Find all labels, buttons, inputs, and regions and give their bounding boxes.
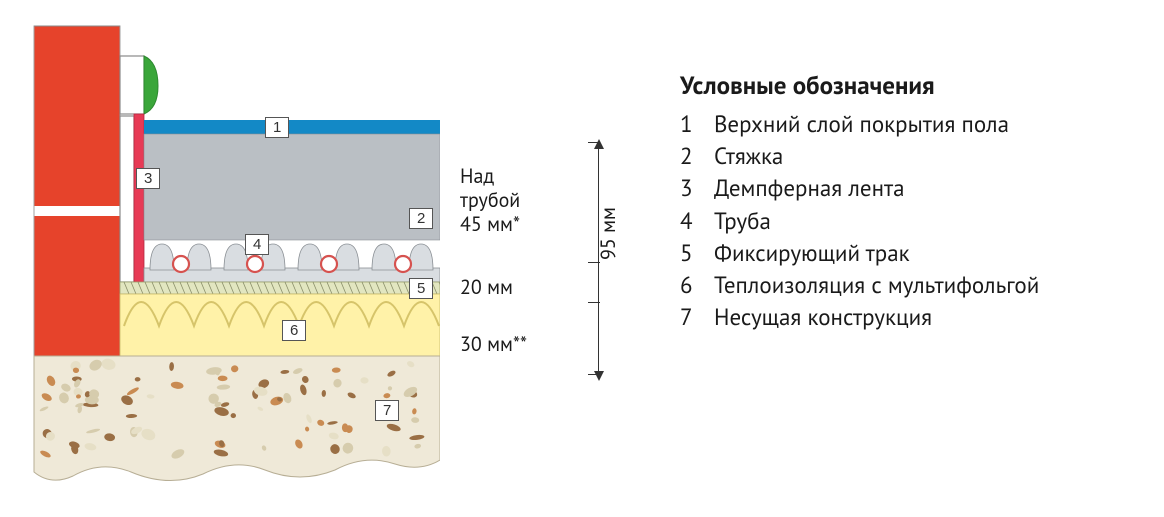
legend-item-number: 5 xyxy=(680,238,714,270)
legend-item-number: 1 xyxy=(680,109,714,141)
legend-item: 7Несущая конструкция xyxy=(680,302,1039,334)
legend-title: Условные обозначения xyxy=(680,68,1039,103)
callout-label: 7 xyxy=(375,400,399,421)
layer-floor-finish xyxy=(144,120,440,134)
damper-tape xyxy=(134,114,144,284)
legend-item: 2Стяжка xyxy=(680,141,1039,173)
legend-item-number: 4 xyxy=(680,206,714,238)
legend-item-number: 6 xyxy=(680,270,714,302)
dim-tick xyxy=(588,142,600,143)
legend-item: 1Верхний слой покрытия пола xyxy=(680,109,1039,141)
dim-tick xyxy=(588,262,600,263)
legend-item-label: Несущая конструкция xyxy=(714,302,932,334)
callout-label: 4 xyxy=(245,234,269,255)
legend-item-number: 7 xyxy=(680,302,714,334)
legend-item: 3Демпферная лента xyxy=(680,173,1039,205)
arrow-down-icon xyxy=(594,371,604,381)
dim-segment-text: 20 мм xyxy=(460,275,580,299)
layer-screed xyxy=(144,134,440,240)
dim-total-label: 95 мм xyxy=(596,207,620,260)
dim-segment-text: 30 мм** xyxy=(460,332,580,356)
dim-tick xyxy=(588,302,600,303)
legend-item-label: Верхний слой покрытия пола xyxy=(714,109,1009,141)
caulk xyxy=(144,56,158,114)
legend-item-number: 2 xyxy=(680,141,714,173)
dim-segment: 30 мм** xyxy=(460,314,580,374)
callout-label: 3 xyxy=(136,168,160,189)
dim-segment: Надтрубой45 мм* xyxy=(460,140,580,260)
dim-segment-text: 45 мм* xyxy=(460,212,580,236)
legend: Условные обозначения 1Верхний слой покры… xyxy=(680,68,1039,334)
dim-segment-text: трубой xyxy=(460,188,580,212)
dim-segment-text: Над xyxy=(460,164,580,188)
callout-label: 2 xyxy=(409,208,433,229)
legend-item-label: Фиксирующий трак xyxy=(714,238,910,270)
legend-item-label: Стяжка xyxy=(714,141,783,173)
callout-label: 5 xyxy=(409,278,433,299)
arrow-up-icon xyxy=(594,139,604,149)
dim-segment: 20 мм xyxy=(460,268,580,306)
wall xyxy=(34,26,120,364)
legend-item-label: Теплоизоляция с мультифольгой xyxy=(714,270,1039,302)
legend-item-number: 3 xyxy=(680,173,714,205)
dim-vertical-line xyxy=(598,144,599,376)
page: 1324567 95 мм Надтрубой45 мм*20 мм30 мм*… xyxy=(0,0,1164,517)
callout-label: 1 xyxy=(265,117,289,138)
legend-item-label: Демпферная лента xyxy=(714,173,905,205)
legend-item: 6Теплоизоляция с мультифольгой xyxy=(680,270,1039,302)
layer-fixing-track xyxy=(120,282,440,294)
layer-pipes xyxy=(144,244,440,282)
layer-insulation xyxy=(120,294,440,356)
dimension-block: 95 мм Надтрубой45 мм*20 мм30 мм** xyxy=(460,140,610,380)
legend-item-label: Труба xyxy=(714,206,771,238)
dim-tick xyxy=(588,374,600,375)
legend-item: 4Труба xyxy=(680,206,1039,238)
diagram-svg xyxy=(20,20,440,500)
cross-section-diagram: 1 3 2 4 5 6 7 xyxy=(20,20,440,500)
callout-label: 6 xyxy=(282,320,306,341)
legend-item: 5Фиксирующий трак xyxy=(680,238,1039,270)
